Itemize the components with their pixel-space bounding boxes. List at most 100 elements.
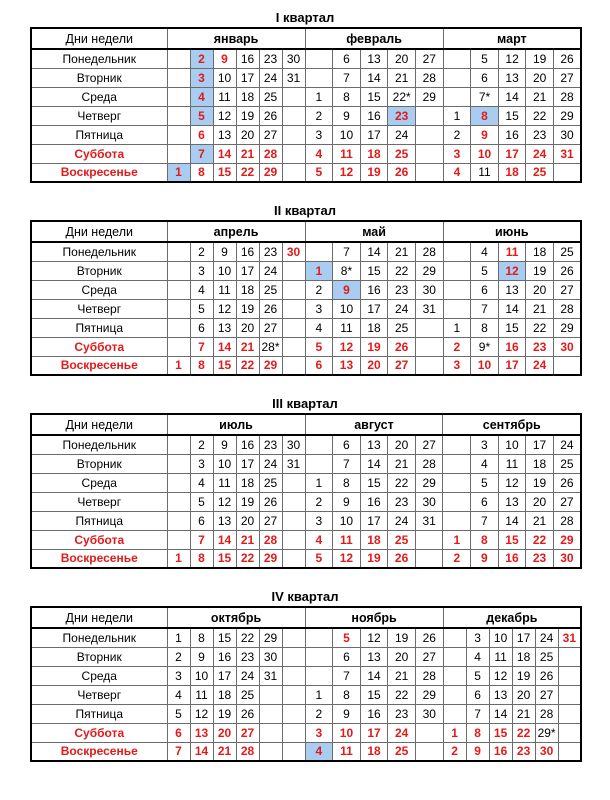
day-cell: 22 bbox=[235, 355, 260, 376]
day-cell: 30 bbox=[414, 703, 444, 724]
weekday-row: Воскресенье 7 14 21 28 4 11 18 25 2 9 16 23 30 bbox=[30, 741, 582, 762]
day-cell: 30 bbox=[552, 548, 582, 569]
empty-cell bbox=[414, 317, 444, 338]
day-cell: 30 bbox=[414, 279, 444, 300]
empty-cell bbox=[166, 260, 191, 281]
day-cell: 18 bbox=[235, 86, 260, 107]
day-cell: 23 bbox=[235, 646, 260, 667]
empty-cell bbox=[166, 472, 191, 493]
day-cell: 25 bbox=[387, 529, 416, 550]
day-cell: 18 bbox=[511, 646, 536, 667]
weekday-label: Понедельник bbox=[30, 48, 168, 69]
day-cell: 11 bbox=[332, 741, 361, 762]
empty-cell bbox=[281, 355, 306, 376]
day-cell: 4 bbox=[470, 453, 499, 474]
weekday-label: Четверг bbox=[30, 491, 168, 512]
day-cell: 3 bbox=[166, 665, 191, 686]
empty-cell bbox=[258, 722, 283, 743]
day-cell: 23 bbox=[258, 241, 283, 262]
day-cell: 24 bbox=[258, 67, 283, 88]
quarter-block-4: IV квартал Дни недели октябрь ноябрь декабрь… bbox=[30, 589, 610, 762]
empty-cell bbox=[557, 665, 582, 686]
day-cell: 19 bbox=[359, 162, 389, 183]
day-cell: 9 bbox=[189, 646, 214, 667]
day-cell: 15 bbox=[359, 472, 389, 493]
day-cell: 4 bbox=[189, 279, 214, 300]
day-cell: 21 bbox=[511, 703, 536, 724]
empty-cell bbox=[414, 162, 444, 183]
empty-cell bbox=[414, 336, 444, 357]
day-cell: 16 bbox=[497, 548, 527, 569]
day-cell: 26 bbox=[235, 703, 260, 724]
day-cell: 18 bbox=[235, 472, 260, 493]
month-header: июль bbox=[166, 413, 306, 436]
day-cell: 16 bbox=[359, 703, 389, 724]
calendar-table: Дни недели апрель май июнь Понедельник 2 9 16 23… bbox=[30, 220, 583, 376]
day-cell: 23 bbox=[525, 336, 554, 357]
day-cell: 14 bbox=[359, 67, 389, 88]
empty-cell bbox=[442, 665, 467, 686]
day-cell: 28 bbox=[414, 453, 444, 474]
weekday-row: Суббота 7 14 21 28 4 11 18 25 3 10 17 24 31 bbox=[30, 143, 582, 164]
weekday-row: Среда 4 11 18 25 1 8 15 22* 29 7* 14 21 28 bbox=[30, 86, 582, 107]
day-cell: 28 bbox=[258, 529, 283, 550]
day-cell: 26 bbox=[258, 105, 283, 126]
day-cell: 3 bbox=[304, 298, 334, 319]
month-header: октябрь bbox=[166, 606, 306, 629]
day-cell: 8 bbox=[470, 105, 499, 126]
day-cell: 10 bbox=[212, 453, 237, 474]
day-cell: 21 bbox=[235, 336, 260, 357]
day-cell: 30 bbox=[552, 124, 582, 145]
weekday-label: Четверг bbox=[30, 105, 168, 126]
day-cell: 2 bbox=[442, 741, 467, 762]
empty-cell bbox=[281, 646, 306, 667]
day-cell: 30 bbox=[281, 434, 306, 455]
day-cell: 2 bbox=[304, 491, 334, 512]
weekday-label: Понедельник bbox=[30, 434, 168, 455]
calendar-table: Дни недели июль август сентябрь Понедельник 2… bbox=[30, 413, 582, 569]
weekday-label: Среда bbox=[30, 472, 168, 493]
weekday-label: Четверг bbox=[30, 684, 168, 705]
day-cell: 20 bbox=[235, 317, 260, 338]
day-cell: 2 bbox=[442, 336, 472, 357]
day-cell: 7 bbox=[332, 453, 361, 474]
day-cell: 19 bbox=[525, 472, 554, 493]
day-cell: 28 bbox=[552, 86, 582, 107]
day-cell: 12 bbox=[332, 162, 361, 183]
day-cell: 16 bbox=[235, 48, 260, 69]
day-cell: 21 bbox=[235, 529, 260, 550]
day-cell: 6 bbox=[189, 317, 214, 338]
day-cell: 10 bbox=[497, 434, 527, 455]
day-cell: 19 bbox=[525, 48, 554, 69]
day-cell: 22 bbox=[525, 105, 554, 126]
day-cell: 25 bbox=[534, 646, 559, 667]
empty-cell bbox=[304, 434, 334, 455]
day-cell: 8 bbox=[332, 472, 361, 493]
day-cell: 11 bbox=[497, 453, 527, 474]
day-cell: 12 bbox=[212, 491, 237, 512]
day-cell: 24 bbox=[258, 260, 283, 281]
day-cell: 21 bbox=[387, 67, 416, 88]
day-cell: 19 bbox=[235, 105, 260, 126]
day-cell: 23 bbox=[525, 548, 554, 569]
day-cell: 21 bbox=[387, 665, 416, 686]
day-cell: 17 bbox=[525, 434, 554, 455]
day-cell: 1 bbox=[304, 86, 334, 107]
day-cell: 25 bbox=[525, 162, 554, 183]
day-cell: 7 bbox=[470, 510, 499, 531]
day-cell: 27 bbox=[414, 48, 444, 69]
day-cell: 20 bbox=[525, 67, 554, 88]
day-cell: 5 bbox=[470, 260, 499, 281]
empty-cell bbox=[442, 86, 472, 107]
day-cell: 28* bbox=[258, 336, 283, 357]
day-cell: 17 bbox=[359, 124, 389, 145]
day-cell: 3 bbox=[189, 67, 214, 88]
day-cell: 3 bbox=[189, 453, 214, 474]
day-cell: 4 bbox=[166, 684, 191, 705]
day-cell: 4 bbox=[465, 646, 490, 667]
day-cell: 25 bbox=[552, 453, 582, 474]
day-cell: 2 bbox=[166, 646, 191, 667]
day-cell: 10 bbox=[332, 298, 361, 319]
empty-cell bbox=[442, 453, 472, 474]
day-cell: 30 bbox=[534, 741, 559, 762]
